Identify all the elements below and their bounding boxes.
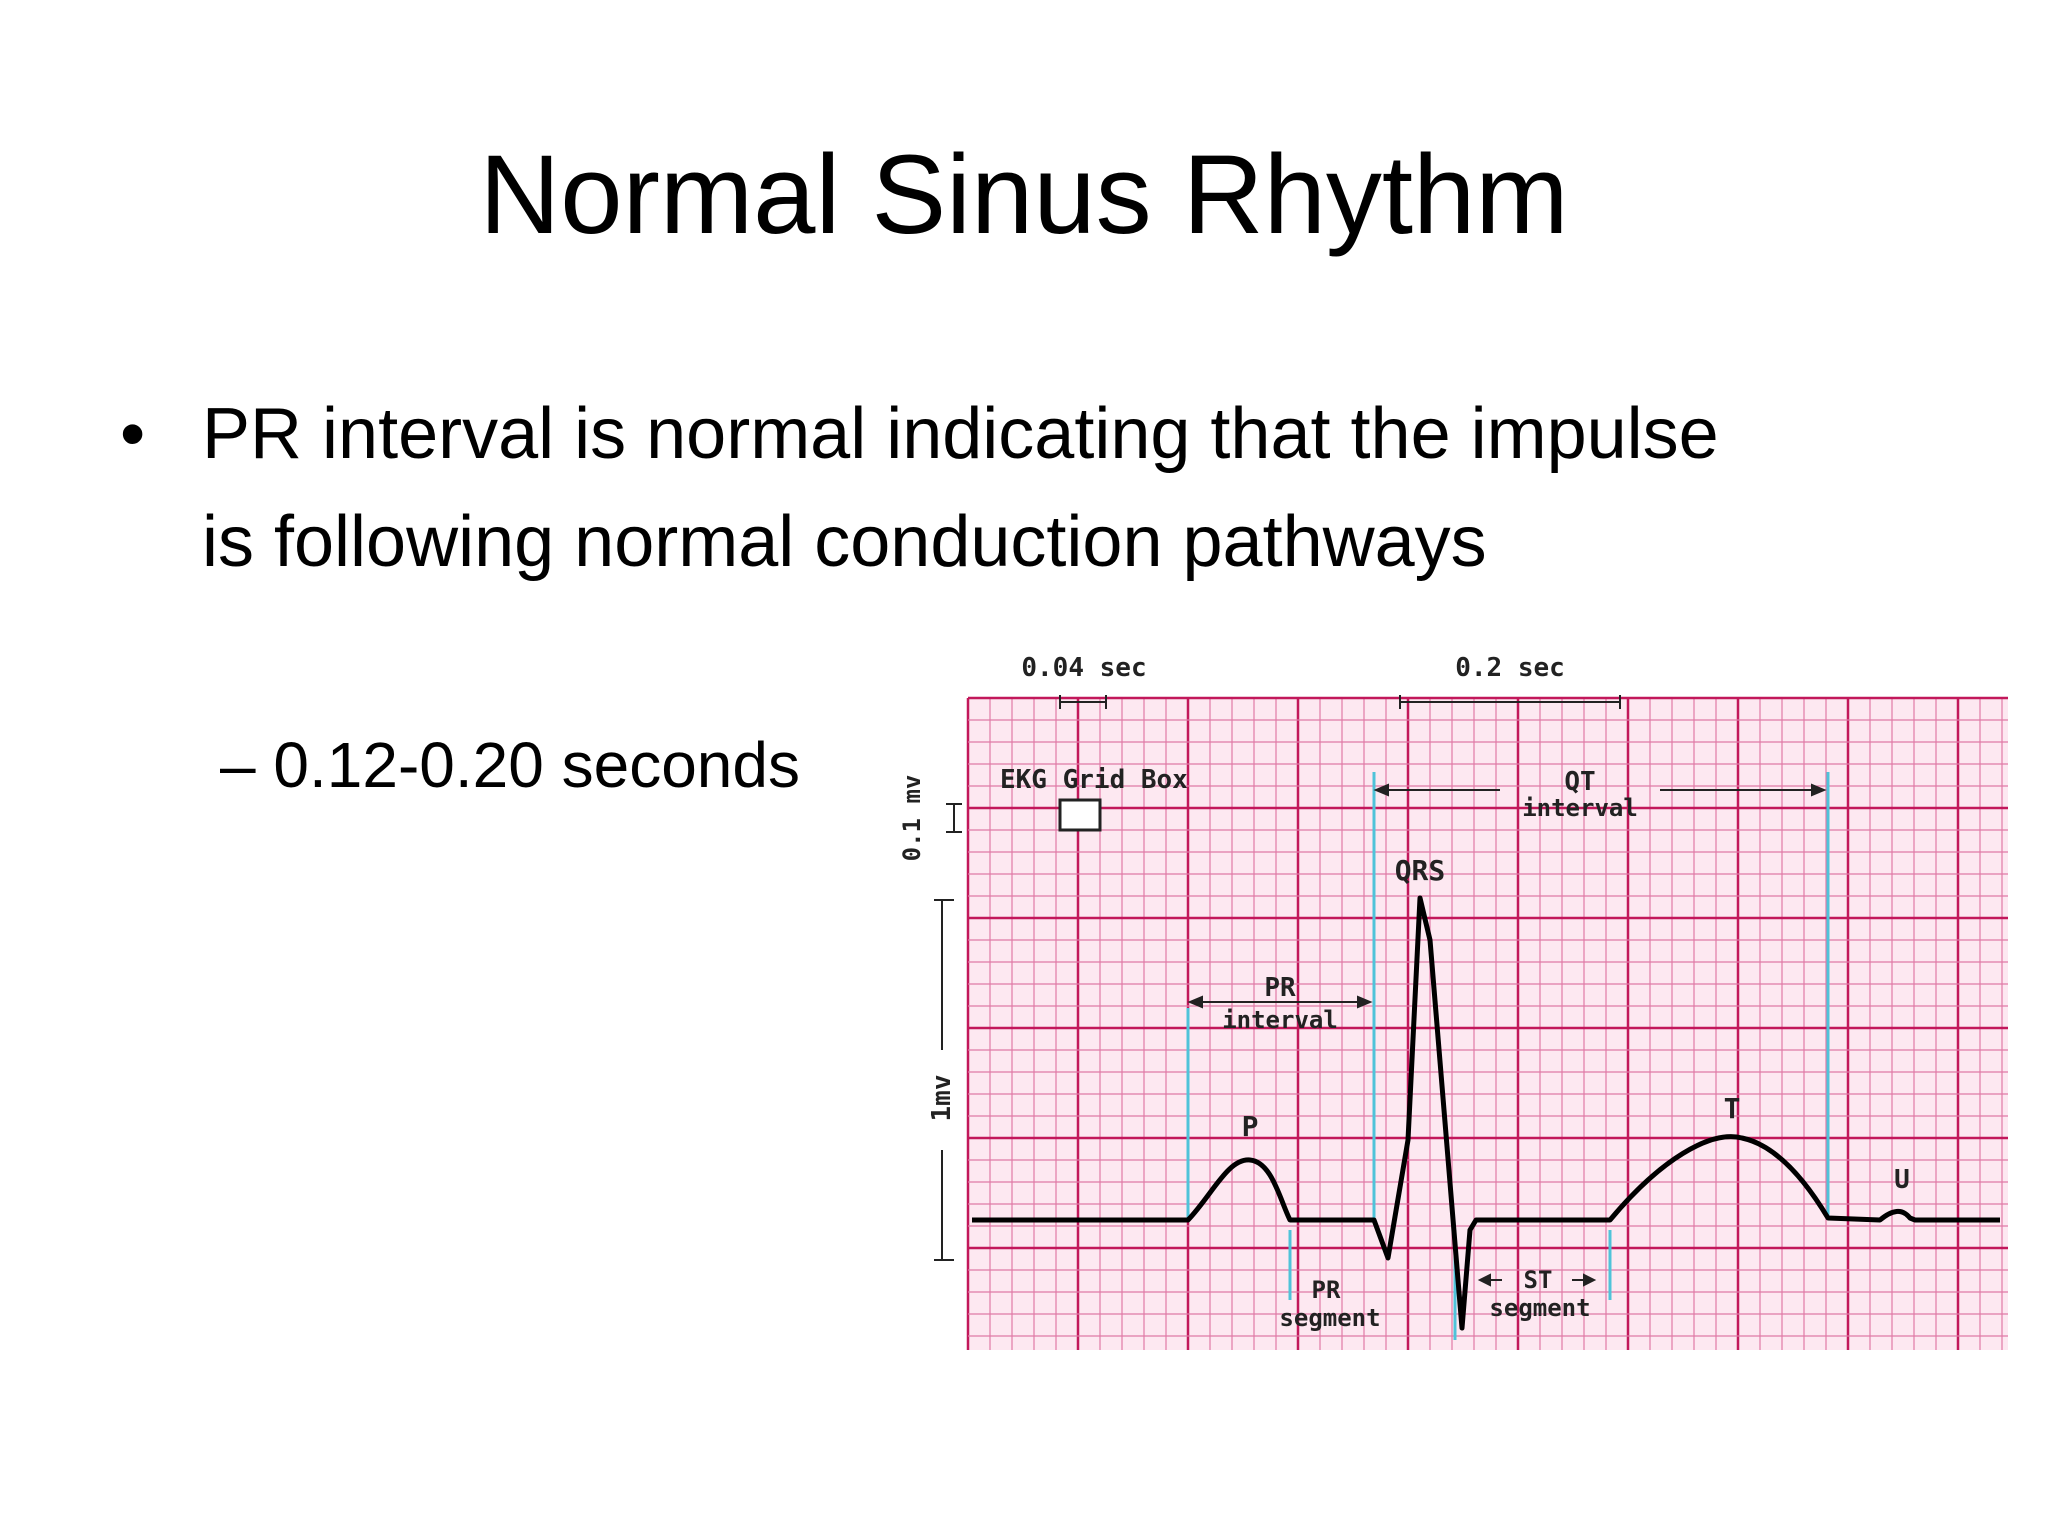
- small-box-voltage-marker: [946, 803, 962, 833]
- ecg-diagram: 0.04 sec 0.2 sec 0.1 mv 1mv EKG Grid Box: [898, 653, 2008, 1350]
- small-box-scale-marker: [1059, 695, 1107, 709]
- small-box-time-label: 0.04 sec: [1021, 653, 1146, 683]
- one-millivolt-marker: [934, 899, 954, 1261]
- u-wave-label: U: [1894, 1165, 1910, 1195]
- qrs-label: QRS: [1395, 854, 1446, 887]
- big-box-time-label: 0.2 sec: [1455, 653, 1565, 683]
- pr-segment-label-line2: segment: [1279, 1304, 1380, 1332]
- interval-marker-lines: [1186, 772, 1830, 1340]
- grid-box-sample: [1058, 798, 1102, 832]
- pr-interval-label-line2: interval: [1222, 1006, 1338, 1034]
- grid-box-label: EKG Grid Box: [1000, 765, 1188, 795]
- pr-segment-label-line1: PR: [1312, 1276, 1341, 1304]
- st-segment-arrows: [1477, 1273, 1597, 1287]
- pr-interval-label-line1: PR: [1264, 973, 1296, 1003]
- bullet-marker: •: [120, 394, 146, 474]
- ecg-paper: [968, 698, 2008, 1350]
- st-segment-label-line1: ST: [1524, 1266, 1553, 1294]
- one-millivolt-label: 1mv: [927, 1075, 957, 1122]
- qt-interval-arrow: [1373, 783, 1827, 797]
- pr-interval-arrow: [1187, 995, 1373, 1009]
- ecg-trace: [972, 895, 2000, 1331]
- qt-interval-label-line2: interval: [1522, 794, 1638, 822]
- st-segment-label-line2: segment: [1489, 1294, 1590, 1322]
- sub-bullet-text: – 0.12-0.20 seconds: [220, 729, 800, 801]
- p-wave-label: P: [1242, 1110, 1259, 1143]
- bullet-point: • PR interval is normal indicating that …: [120, 380, 1760, 596]
- slide-title: Normal Sinus Rhythm: [479, 132, 1569, 257]
- small-box-voltage-label: 0.1 mv: [898, 775, 926, 862]
- t-wave-label: T: [1724, 1092, 1741, 1125]
- big-box-scale-marker: [1399, 695, 1621, 709]
- bullet-text: PR interval is normal indicating that th…: [202, 394, 1719, 582]
- qt-interval-label-line1: QT: [1564, 767, 1595, 797]
